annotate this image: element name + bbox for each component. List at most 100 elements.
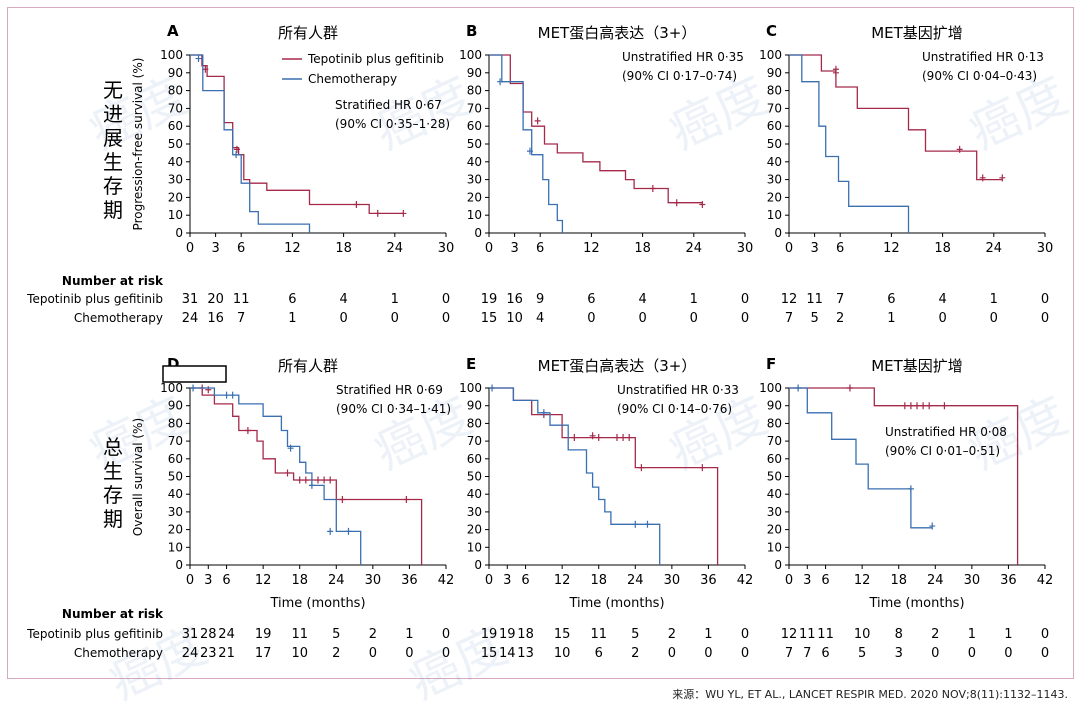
x-tick-label: 6 xyxy=(521,573,529,588)
x-tick-label: 18 xyxy=(590,573,607,588)
y-tick-label: 30 xyxy=(467,505,482,519)
risk-count: 11 xyxy=(233,292,250,307)
y-tick-label: 100 xyxy=(160,381,183,395)
risk-count: 18 xyxy=(517,627,534,642)
figure-frame xyxy=(7,7,1074,679)
y-tick-label: 90 xyxy=(467,66,482,80)
risk-count: 7 xyxy=(785,646,793,661)
censor-mark xyxy=(956,145,963,153)
x-tick-label: 12 xyxy=(284,241,301,256)
y-tick-label: 70 xyxy=(767,101,782,115)
y-tick-label: 30 xyxy=(168,173,183,187)
risk-count: 0 xyxy=(442,292,450,307)
x-tick-label: 30 xyxy=(964,573,981,588)
y-tick-label: 70 xyxy=(467,434,482,448)
pfs-chinese-label: 展 xyxy=(103,126,123,150)
y-tick-label: 90 xyxy=(767,399,782,413)
hazard-ratio-text: Unstratified HR 0·08 xyxy=(885,425,1007,439)
y-tick-label: 20 xyxy=(767,190,782,204)
risk-count: 5 xyxy=(858,646,866,661)
risk-count: 19 xyxy=(481,292,498,307)
censor-mark xyxy=(353,201,360,209)
panel-letter: C xyxy=(766,22,777,40)
risk-count: 6 xyxy=(887,292,895,307)
censor-mark xyxy=(846,384,853,392)
risk-count: 0 xyxy=(741,292,749,307)
risk-count: 0 xyxy=(1041,292,1049,307)
y-tick-label: 80 xyxy=(467,416,482,430)
x-tick-label: 3 xyxy=(803,573,811,588)
x-tick-label: 30 xyxy=(438,241,455,256)
censor-mark xyxy=(534,117,541,125)
panel-title: MET蛋白高表达（3+） xyxy=(538,24,697,42)
x-tick-label: 24 xyxy=(686,241,703,256)
y-tick-label: 20 xyxy=(467,190,482,204)
censor-mark xyxy=(287,444,294,452)
chemotherapy-curve xyxy=(190,387,362,565)
censor-mark xyxy=(979,174,986,182)
risk-count: 24 xyxy=(182,311,199,326)
risk-count: 4 xyxy=(339,292,347,307)
risk-count: 1 xyxy=(704,627,712,642)
risk-count: 0 xyxy=(1041,311,1049,326)
risk-count: 16 xyxy=(506,292,523,307)
panel-title: 所有人群 xyxy=(278,357,338,375)
risk-count: 1 xyxy=(391,292,399,307)
censor-mark xyxy=(926,402,933,410)
x-tick-label: 6 xyxy=(821,573,829,588)
risk-count: 5 xyxy=(810,311,818,326)
risk-row-tep-label: Tepotinib plus gefitinib xyxy=(26,627,163,641)
censor-mark xyxy=(941,402,948,410)
risk-count: 10 xyxy=(854,627,871,642)
x-tick-label: 6 xyxy=(237,241,245,256)
censor-mark xyxy=(526,147,533,155)
censor-mark xyxy=(244,426,251,434)
censor-mark xyxy=(205,386,212,394)
risk-count: 31 xyxy=(182,292,199,307)
risk-count: 2 xyxy=(931,627,939,642)
censor-mark xyxy=(284,469,291,477)
chemotherapy-curve xyxy=(789,387,933,529)
risk-count: 0 xyxy=(704,646,712,661)
pfs-chinese-label: 进 xyxy=(103,102,123,126)
censor-mark xyxy=(195,55,202,63)
y-tick-label: 0 xyxy=(774,558,782,572)
risk-count: 6 xyxy=(587,292,595,307)
risk-count: 11 xyxy=(590,627,607,642)
y-tick-label: 10 xyxy=(767,208,782,222)
censor-mark xyxy=(699,201,706,209)
panel-letter: E xyxy=(466,355,476,373)
risk-count: 17 xyxy=(255,646,272,661)
risk-count: 5 xyxy=(332,627,340,642)
y-tick-label: 50 xyxy=(168,470,183,484)
time-axis-label: Time (months) xyxy=(868,596,964,611)
panel-title: MET蛋白高表达（3+） xyxy=(538,357,697,375)
y-tick-label: 40 xyxy=(168,487,183,501)
risk-count: 1 xyxy=(690,292,698,307)
risk-count: 24 xyxy=(218,627,235,642)
censor-mark xyxy=(626,434,633,442)
censor-mark xyxy=(229,391,236,399)
tepotinib-curve xyxy=(789,387,1019,565)
y-tick-label: 100 xyxy=(459,381,482,395)
risk-count: 0 xyxy=(1041,646,1049,661)
risk-count: 1 xyxy=(887,311,895,326)
hazard-ratio-text: (90% CI 0·35–1·28) xyxy=(335,117,450,131)
panel-title: MET基因扩增 xyxy=(871,24,963,42)
y-tick-label: 70 xyxy=(168,434,183,448)
risk-count: 19 xyxy=(255,627,272,642)
risk-count: 0 xyxy=(442,311,450,326)
x-tick-label: 0 xyxy=(186,241,194,256)
risk-table-title: Number at risk xyxy=(62,274,164,288)
risk-count: 1 xyxy=(288,311,296,326)
risk-count: 31 xyxy=(182,627,199,642)
risk-count: 5 xyxy=(631,627,639,642)
y-tick-label: 20 xyxy=(168,190,183,204)
risk-row-chemo-label: Chemotherapy xyxy=(74,646,163,660)
risk-count: 12 xyxy=(781,627,798,642)
y-tick-label: 90 xyxy=(168,399,183,413)
y-tick-label: 20 xyxy=(467,523,482,537)
chemotherapy-curve xyxy=(190,54,311,233)
